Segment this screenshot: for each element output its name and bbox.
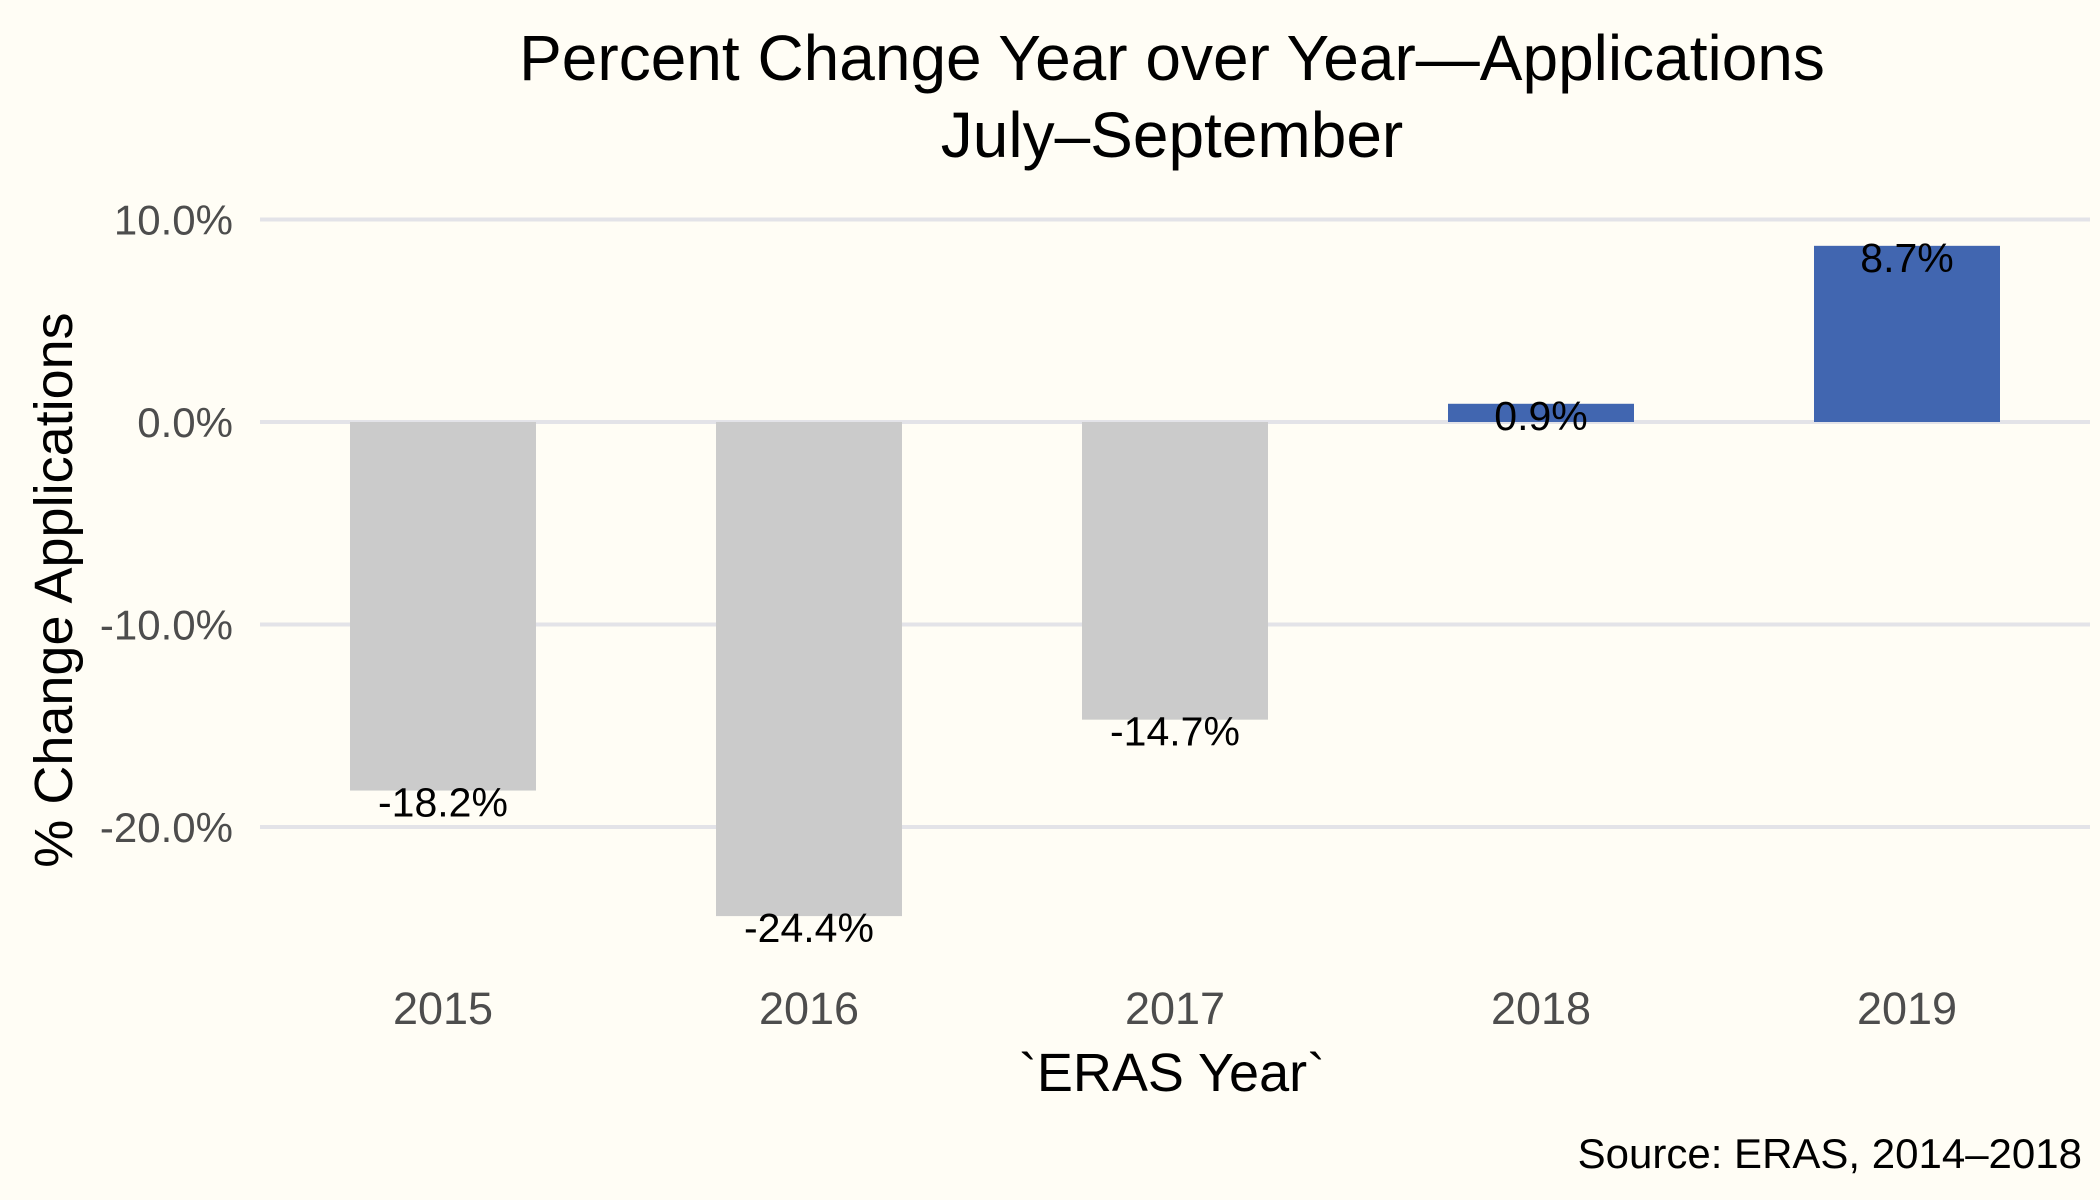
x-tick-label: 2019 [1857,983,1957,1034]
x-axis-ticks: 2015 2016 2017 2018 2019 [393,983,1957,1034]
x-tick-label: 2017 [1125,983,1225,1034]
bar-value-label: -18.2% [378,780,508,826]
bar [1814,245,2000,422]
bar-value-label: 8.7% [1860,235,1953,281]
y-tick-label: -10.0% [100,602,233,649]
chart-title-line-1: Percent Change Year over Year—Applicatio… [519,22,1825,94]
bar [716,422,902,917]
x-tick-label: 2018 [1491,983,1591,1034]
x-tick-label: 2015 [393,983,493,1034]
bar [350,422,536,791]
bar-value-label: -24.4% [744,905,874,951]
bars [350,245,2000,917]
bar [1082,422,1268,720]
x-tick-label: 2016 [759,983,859,1034]
bar-value-labels: -18.2% -24.4% -14.7% 0.9% 8.7% [378,235,1954,951]
bar-value-label: 0.9% [1494,393,1587,439]
y-tick-label: 10.0% [114,197,233,244]
chart-title-line-2: July–September [941,99,1403,171]
chart-caption: Source: ERAS, 2014–2018 [1578,1130,2082,1177]
bar [1448,403,1634,422]
y-axis-title: % Change Applications [24,312,84,867]
bar-value-label: -14.7% [1110,709,1240,755]
y-tick-label: -20.0% [100,804,233,851]
y-axis-ticks: 10.0% 0.0% -10.0% -20.0% [100,197,233,852]
y-tick-label: 0.0% [137,399,233,446]
x-axis-title: `ERAS Year` [1019,1043,1325,1103]
